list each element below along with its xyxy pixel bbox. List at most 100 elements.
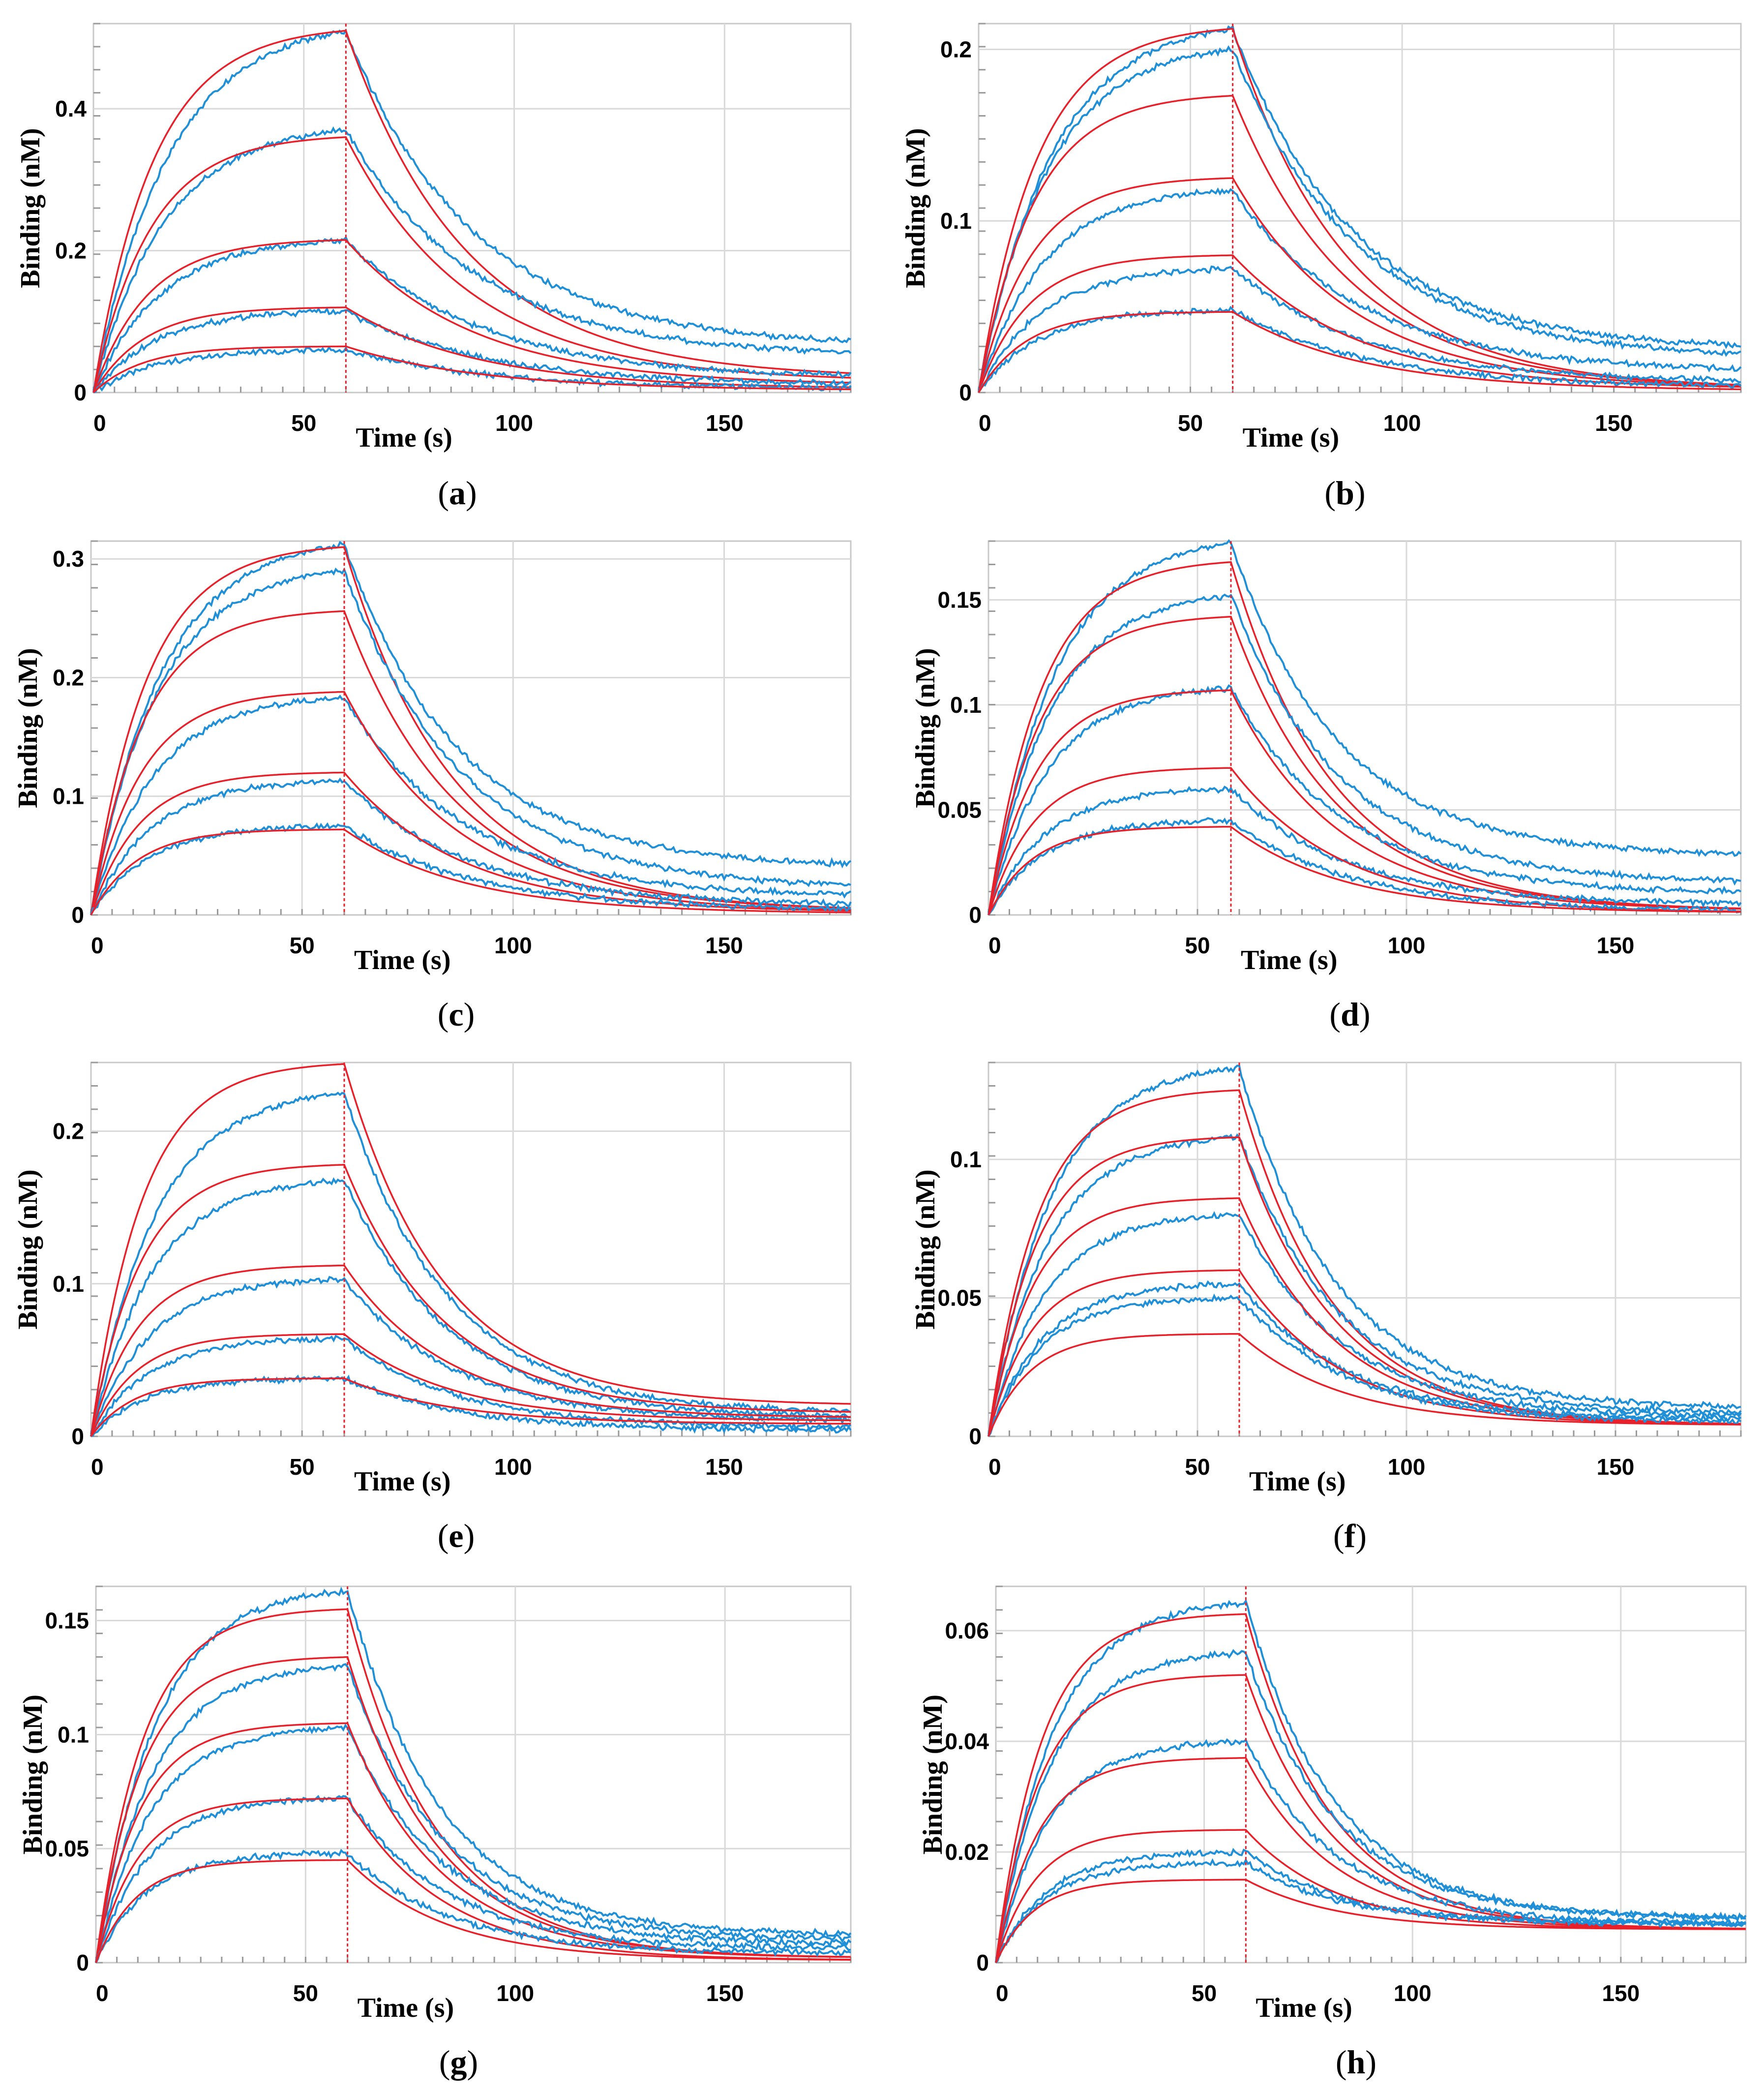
data-series-conc-5 — [90, 1374, 852, 1436]
x-tick-label: 150 — [1595, 410, 1633, 436]
y-tick-label: 0.02 — [945, 1839, 989, 1865]
x-axis-title: Time (s) — [356, 423, 452, 453]
fit-series-conc-4 — [987, 1269, 1741, 1437]
data-series-conc-1 — [978, 24, 1741, 392]
plot-frame — [90, 1062, 852, 1437]
y-tick-label: 0.2 — [940, 36, 972, 62]
fit-series-conc-3 — [90, 691, 851, 915]
data-series-conc-2 — [95, 1663, 851, 1963]
data-series-conc-1 — [987, 1064, 1741, 1437]
data-series-conc-3 — [987, 684, 1742, 915]
y-axis-title: Binding (nM) — [900, 128, 931, 288]
fit-series-conc-5 — [987, 825, 1741, 915]
fit-series-conc-3 — [987, 1197, 1741, 1437]
x-tick-label: 50 — [1185, 1454, 1210, 1480]
panel-e: 0 50 100 150 0 0.1 0.2 Time (s) Binding (nM) (e) — [13, 1062, 852, 1554]
panel-caption: (h) — [1336, 2043, 1376, 2081]
x-tick-label: 0 — [988, 1454, 1001, 1480]
panel-caption: (f) — [1333, 1517, 1367, 1554]
y-tick-label: 0.05 — [45, 1836, 89, 1861]
plot-frame — [92, 23, 852, 394]
panel-caption: (d) — [1329, 996, 1370, 1033]
x-tick-label: 50 — [290, 1454, 315, 1480]
x-tick-label: 50 — [291, 410, 316, 436]
panel-d: 0 50 100 150 0 0.05 0.1 0.15 Time (s) Binding (nM… — [910, 539, 1742, 1033]
fit-series-conc-5 — [90, 828, 851, 915]
data-series-conc-5 — [95, 1849, 851, 1963]
panel-caption: (b) — [1324, 474, 1365, 512]
x-tick-label: 50 — [290, 933, 315, 958]
data-series-conc-1 — [90, 541, 852, 913]
data-series-conc-3 — [90, 1275, 852, 1437]
y-axis-title: Binding (nM) — [15, 128, 46, 288]
x-axis-title: Time (s) — [354, 945, 451, 975]
fit-series-conc-2 — [90, 1163, 851, 1437]
panel-caption-letter: c — [448, 996, 463, 1033]
fit-series-conc-4 — [995, 1829, 1746, 1963]
x-axis-title: Time (s) — [1249, 1466, 1346, 1497]
x-axis-title: Time (s) — [358, 1993, 454, 2023]
data-series-conc-1 — [987, 539, 1742, 913]
y-tick-label: 0.1 — [58, 1722, 89, 1747]
x-tick-label: 50 — [1192, 1980, 1217, 2006]
data-series-conc-4 — [987, 1280, 1742, 1436]
y-tick-label: 0.1 — [950, 692, 982, 718]
y-tick-label: 0.05 — [937, 1285, 982, 1311]
data-series-conc-5 — [995, 1857, 1746, 1963]
data-series-conc-4 — [987, 785, 1742, 915]
y-tick-label: 0 — [976, 1950, 989, 1975]
plot-frame — [987, 540, 1742, 916]
data-series-conc-2 — [978, 45, 1741, 391]
panel-caption-letter: f — [1345, 1517, 1356, 1554]
panel-caption-letter: h — [1347, 2043, 1366, 2081]
x-tick-label: 0 — [979, 410, 991, 436]
data-series-conc-4 — [90, 777, 852, 915]
y-tick-label: 0.1 — [940, 208, 972, 234]
panel-caption-letter: a — [449, 474, 466, 512]
data-series-conc-4 — [978, 265, 1741, 391]
data-series-conc-5 — [987, 1293, 1742, 1437]
data-series-conc-3 — [995, 1738, 1747, 1963]
panel-caption-letter: e — [448, 1517, 463, 1554]
y-tick-label: 0 — [959, 380, 972, 405]
x-tick-label: 150 — [1597, 933, 1635, 958]
y-tick-label: 0 — [74, 380, 87, 405]
fit-series-conc-4 — [90, 771, 851, 915]
data-series-conc-1 — [90, 1092, 852, 1437]
x-tick-label: 150 — [706, 410, 744, 436]
fit-series-conc-1 — [92, 30, 851, 393]
x-axis-title: Time (s) — [1256, 1993, 1352, 2023]
panel-h: 0 50 100 150 0 0.02 0.04 0.06 Time (s) Binding (n… — [918, 1585, 1747, 2081]
x-tick-label: 50 — [1185, 933, 1210, 958]
y-axis-title: Binding (nM) — [13, 1169, 43, 1329]
data-series-conc-4 — [93, 306, 852, 394]
data-series-conc-3 — [90, 694, 852, 914]
y-tick-label: 0.4 — [55, 96, 87, 121]
x-axis-title: Time (s) — [1241, 945, 1338, 975]
y-axis-title: Binding (nM) — [910, 1169, 941, 1329]
panel-c: 0 50 100 150 0 0.1 0.2 0.3 Time (s) Binding (nM) (… — [13, 540, 852, 1033]
y-tick-label: 0 — [71, 1424, 84, 1449]
fit-series-conc-1 — [90, 1063, 851, 1437]
panel-caption: (g) — [439, 2043, 478, 2081]
data-series-conc-5 — [987, 817, 1741, 916]
y-tick-label: 0.2 — [53, 1119, 84, 1144]
fit-series-conc-1 — [995, 1613, 1746, 1963]
x-tick-label: 100 — [1394, 1980, 1432, 2006]
data-series-conc-2 — [92, 126, 852, 391]
fit-series-conc-5 — [95, 1859, 851, 1963]
panel-f: 0 50 100 150 0 0.05 0.1 Time (s) Binding (nM) (f) — [910, 1062, 1742, 1554]
fit-series-conc-5 — [995, 1879, 1746, 1963]
x-tick-label: 50 — [293, 1980, 318, 2006]
y-axis-title: Binding (nM) — [910, 648, 941, 808]
panel-caption-letter: d — [1341, 996, 1359, 1033]
fit-series-conc-4 — [95, 1797, 851, 1963]
y-tick-label: 0.15 — [937, 587, 982, 613]
x-tick-label: 150 — [1597, 1454, 1635, 1480]
panel-caption-letter: g — [450, 2043, 467, 2081]
data-series-conc-2 — [90, 1177, 851, 1434]
data-series-conc-2 — [90, 567, 851, 915]
data-series-conc-1 — [95, 1586, 852, 1963]
fit-series-conc-4 — [987, 767, 1741, 915]
